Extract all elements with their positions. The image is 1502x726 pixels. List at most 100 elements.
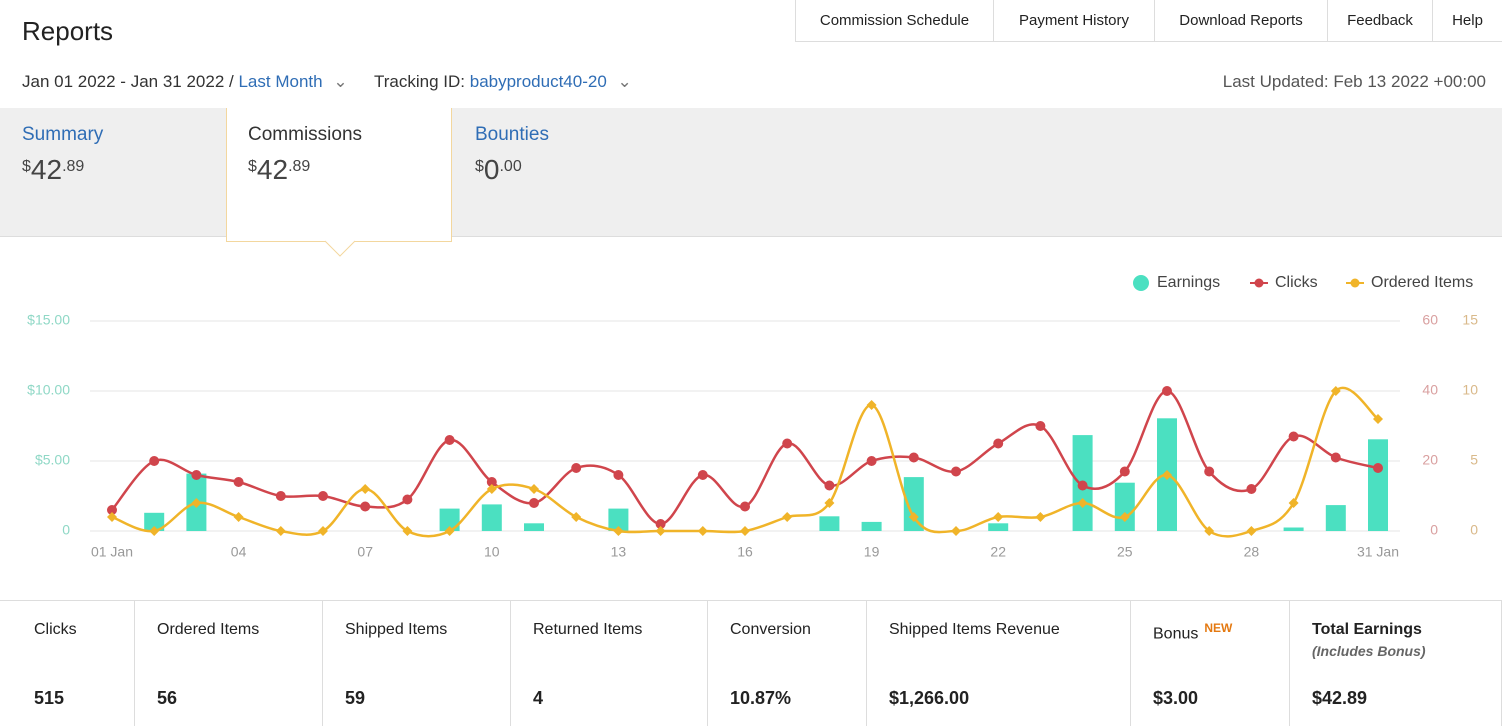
last-updated: Last Updated: Feb 13 2022 +00:00 — [1222, 72, 1486, 91]
page-title: Reports — [22, 16, 114, 46]
currency: $ — [22, 158, 31, 175]
point — [1204, 466, 1215, 477]
tab[interactable]: Commissions $42.89 — [248, 108, 448, 236]
new-badge: NEW — [1204, 621, 1233, 635]
earnings-bar — [1283, 527, 1304, 531]
amount-whole: 42 — [30, 154, 63, 185]
stat-label: Total Earnings (Includes Bonus) — [1312, 621, 1501, 661]
point — [486, 484, 497, 494]
earnings-bar — [1114, 482, 1135, 531]
point — [782, 438, 793, 449]
stat-label: Shipped Items — [345, 621, 510, 661]
stat-value: $1,266.00 — [889, 688, 970, 708]
tab-amount: $42.89 — [248, 154, 448, 186]
nav-button[interactable]: Help — [1432, 0, 1502, 42]
point — [824, 498, 835, 508]
point — [1077, 480, 1088, 491]
stat-label: Shipped Items Revenue — [889, 621, 1130, 661]
stat-value: $42.89 — [1312, 688, 1368, 708]
point — [275, 526, 286, 536]
series-line — [111, 386, 1379, 538]
y3-tick-label: 10 — [1462, 382, 1478, 398]
y2-tick-label: 40 — [1422, 382, 1438, 398]
point — [191, 470, 202, 480]
legend-swatch — [1133, 275, 1149, 291]
point — [740, 526, 750, 536]
earnings-bar — [524, 523, 544, 531]
point — [529, 484, 539, 494]
earnings-bar — [144, 512, 165, 531]
legend-swatch — [1254, 278, 1264, 288]
y3-tick-label: 5 — [1470, 452, 1478, 468]
point — [444, 526, 455, 536]
chevron: ⌄ — [333, 72, 348, 91]
point — [951, 526, 961, 536]
earnings-bar — [903, 477, 924, 531]
stat-label: Clicks — [34, 621, 134, 661]
earnings-bar — [819, 516, 840, 531]
y2-tick-label: 60 — [1422, 312, 1438, 328]
currency: $ — [475, 158, 484, 175]
stat-value: 10.87% — [730, 688, 792, 708]
point — [908, 452, 919, 463]
nav-button[interactable]: Payment History — [993, 0, 1155, 42]
tracking-label: Tracking ID: — [373, 72, 465, 91]
tab-band: Summary $42.89 Commissions $42.89 Bounties $0… — [0, 108, 1502, 257]
stat-note: (Includes Bonus) — [1312, 643, 1426, 659]
earnings-bar — [439, 508, 460, 531]
point — [908, 512, 919, 522]
stat-cell: Conversion 10.87% — [708, 600, 867, 726]
point — [571, 512, 582, 522]
point — [149, 456, 160, 466]
date-range: Jan 01 2022 - Jan 31 2022 / — [22, 72, 234, 91]
point — [655, 526, 666, 536]
point — [318, 526, 328, 536]
point — [1077, 498, 1088, 508]
nav-button[interactable]: Download Reports — [1154, 0, 1328, 42]
point — [993, 512, 1004, 522]
stat-value: 4 — [533, 688, 544, 708]
tab[interactable]: Summary $42.89 — [22, 108, 222, 236]
stat-cell: Returned Items 4 — [511, 600, 708, 726]
point — [1162, 386, 1172, 396]
point — [993, 438, 1004, 449]
point — [233, 512, 244, 522]
y2-tick-label: 0 — [1430, 522, 1438, 538]
nav-button[interactable]: Feedback — [1327, 0, 1433, 42]
chevron: ⌄ — [617, 72, 632, 91]
point — [740, 501, 750, 512]
point — [1330, 452, 1341, 463]
point — [697, 526, 708, 536]
tracking-id[interactable]: babyproduct40-20 — [469, 72, 607, 91]
point — [571, 463, 582, 473]
point — [402, 526, 413, 536]
y-tick-label: $10.00 — [27, 382, 70, 398]
point — [486, 477, 497, 487]
point — [866, 456, 877, 466]
point — [824, 480, 835, 491]
amount-cents: .89 — [288, 158, 311, 175]
point — [1119, 466, 1130, 477]
x-tick-label: 10 — [484, 544, 500, 560]
tab-pointer — [325, 240, 355, 257]
active-tab-box — [226, 108, 452, 242]
tab-amount: $0.00 — [475, 154, 675, 186]
tab[interactable]: Bounties $0.00 — [475, 108, 675, 236]
point — [1288, 431, 1299, 442]
point — [402, 494, 413, 505]
y-tick-label: $5.00 — [35, 452, 70, 468]
point — [1035, 512, 1046, 522]
nav-button[interactable]: Commission Schedule — [795, 0, 994, 42]
stat-label: Conversion — [730, 621, 866, 661]
x-tick-label: 04 — [231, 544, 247, 560]
x-tick-label: 16 — [737, 544, 753, 560]
currency: $ — [248, 158, 257, 175]
stat-label-text: Shipped Items — [345, 621, 448, 638]
period-select[interactable]: Last Month — [238, 72, 323, 91]
point — [360, 501, 371, 512]
earnings-bar — [481, 504, 502, 531]
point — [1288, 498, 1299, 508]
x-tick-label: 28 — [1244, 544, 1260, 560]
chart: 0 $5.00 $10.00 $15.00 0 20 40 60 0 5 10 15 01 Jan 04 0… — [27, 274, 1478, 560]
